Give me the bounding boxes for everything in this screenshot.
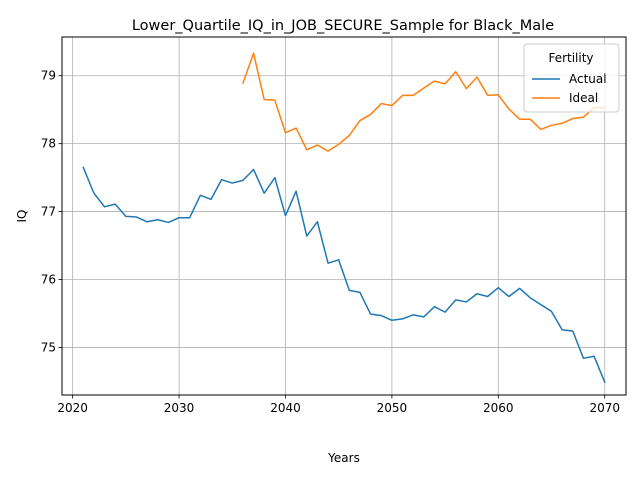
legend-box bbox=[523, 43, 620, 113]
y-tick-label: 76 bbox=[41, 273, 56, 287]
legend-label-actual: Actual bbox=[569, 72, 607, 86]
x-axis-ticks: 2020 2030 2040 2050 2060 2070 bbox=[57, 395, 620, 415]
x-axis-label: Years bbox=[327, 451, 360, 465]
series-line-ideal bbox=[241, 52, 606, 152]
y-axis-ticks: 75 76 77 78 79 bbox=[41, 69, 62, 354]
x-tick-label: 2060 bbox=[483, 401, 514, 415]
x-tick-label: 2020 bbox=[57, 401, 88, 415]
x-tick-label: 2040 bbox=[270, 401, 301, 415]
y-tick-label: 78 bbox=[41, 137, 56, 151]
y-tick-label: 75 bbox=[41, 340, 56, 354]
legend: Fertility Actual Ideal bbox=[523, 43, 620, 113]
y-tick-label: 77 bbox=[41, 205, 56, 219]
y-tick-label: 79 bbox=[41, 69, 56, 83]
legend-title: Fertility bbox=[548, 51, 593, 65]
x-tick-label: 2070 bbox=[589, 401, 620, 415]
x-tick-label: 2050 bbox=[377, 401, 408, 415]
plot-frame bbox=[61, 36, 627, 396]
chart-title: Lower_Quartile_IQ_in_JOB_SECURE_Sample f… bbox=[132, 18, 554, 34]
series-line-actual bbox=[82, 166, 606, 384]
y-axis-label: IQ bbox=[15, 210, 29, 223]
series-lines bbox=[82, 52, 606, 384]
legend-label-ideal: Ideal bbox=[569, 91, 598, 105]
x-tick-label: 2030 bbox=[164, 401, 195, 415]
